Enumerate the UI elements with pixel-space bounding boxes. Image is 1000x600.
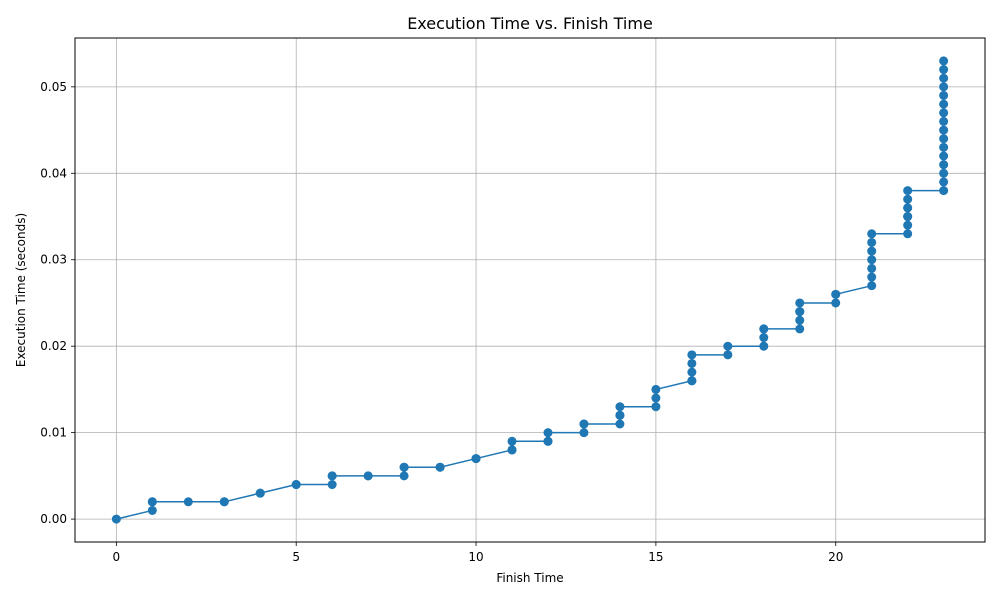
data-point — [939, 108, 949, 118]
data-point — [363, 471, 373, 481]
series-line — [116, 60, 945, 520]
ticks: 0 5 10 15 20 0.00 0.01 0.02 0.03 0.04 0.05 — [40, 80, 843, 564]
x-tick-label: 0 — [113, 550, 121, 564]
data-point — [903, 220, 913, 230]
data-point — [939, 99, 949, 109]
data-point — [687, 358, 697, 368]
data-point — [795, 307, 805, 317]
y-tick-label: 0.04 — [40, 166, 67, 180]
data-point — [723, 350, 733, 360]
data-point — [939, 134, 949, 144]
y-tick-label: 0.03 — [40, 253, 67, 267]
data-point — [111, 514, 121, 524]
data-point — [399, 462, 409, 472]
data-point — [939, 90, 949, 100]
data-point — [147, 497, 157, 507]
x-tick-label: 5 — [292, 550, 300, 564]
data-point — [435, 462, 445, 472]
data-point — [471, 454, 481, 464]
data-point — [507, 436, 517, 446]
data-point — [903, 194, 913, 204]
data-point — [939, 73, 949, 83]
data-point — [579, 419, 589, 429]
y-tick-label: 0.05 — [40, 80, 67, 94]
x-axis-label: Finish Time — [496, 571, 563, 585]
data-point — [543, 428, 553, 438]
data-point — [291, 480, 301, 490]
data-point — [867, 255, 877, 265]
x-tick-label: 20 — [828, 550, 843, 564]
data-point — [687, 350, 697, 360]
data-point — [327, 480, 337, 490]
data-point — [687, 367, 697, 377]
data-point — [939, 160, 949, 170]
data-point — [831, 298, 841, 308]
y-tick-label: 0.01 — [40, 426, 67, 440]
data-point — [867, 263, 877, 273]
chart-title: Execution Time vs. Finish Time — [407, 14, 653, 33]
data-point — [903, 212, 913, 222]
data-point — [939, 168, 949, 178]
series — [111, 56, 949, 524]
plot-frame — [74, 37, 986, 543]
data-point — [795, 315, 805, 325]
data-point — [939, 177, 949, 187]
data-point — [831, 289, 841, 299]
data-point — [615, 419, 625, 429]
data-point — [651, 393, 661, 403]
data-point — [219, 497, 229, 507]
data-point — [867, 272, 877, 282]
data-point — [507, 445, 517, 455]
data-point — [939, 56, 949, 66]
data-point — [759, 341, 769, 351]
data-point — [867, 281, 877, 291]
grid — [75, 38, 985, 542]
data-point — [327, 471, 337, 481]
data-point — [903, 186, 913, 196]
y-axis-label: Execution Time (seconds) — [14, 213, 28, 367]
data-point — [399, 471, 409, 481]
data-point — [867, 246, 877, 256]
data-point — [903, 229, 913, 239]
x-tick-label: 10 — [468, 550, 483, 564]
data-point — [795, 298, 805, 308]
data-point — [687, 376, 697, 386]
data-point — [615, 402, 625, 412]
data-point — [867, 237, 877, 247]
data-point — [147, 505, 157, 515]
data-point — [651, 384, 661, 394]
data-point — [759, 333, 769, 343]
data-point — [543, 436, 553, 446]
data-point — [795, 324, 805, 334]
data-point — [255, 488, 265, 498]
data-point — [183, 497, 193, 507]
data-point — [867, 229, 877, 239]
data-point — [939, 142, 949, 152]
data-point — [723, 341, 733, 351]
data-point — [939, 151, 949, 161]
data-point — [939, 82, 949, 92]
data-point — [903, 203, 913, 213]
data-point — [939, 65, 949, 75]
data-point — [615, 410, 625, 420]
data-point — [939, 186, 949, 196]
data-point — [939, 116, 949, 126]
data-point — [939, 125, 949, 135]
y-tick-label: 0.02 — [40, 339, 67, 353]
data-point — [651, 402, 661, 412]
x-tick-label: 15 — [648, 550, 663, 564]
data-point — [759, 324, 769, 334]
y-tick-label: 0.00 — [40, 512, 67, 526]
data-point — [579, 428, 589, 438]
